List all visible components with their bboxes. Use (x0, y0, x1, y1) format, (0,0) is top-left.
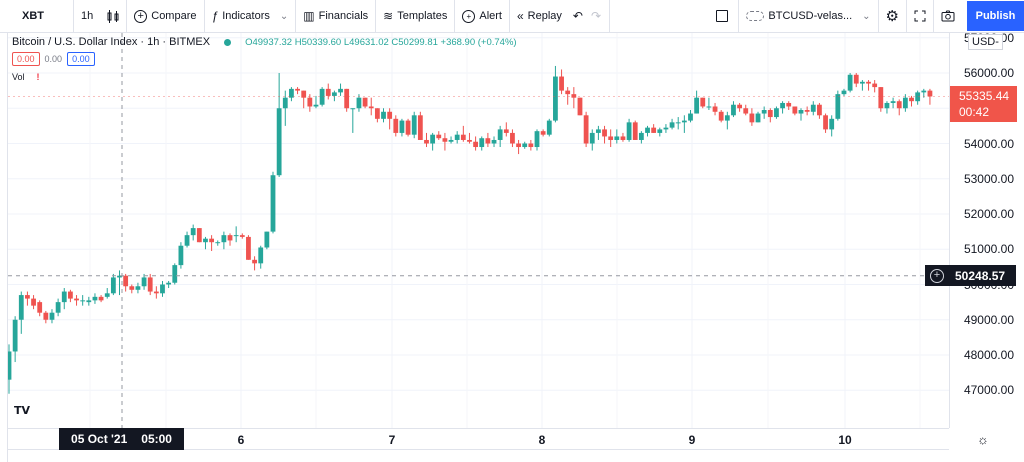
crosshair-price-label: 50248.57 (949, 265, 1016, 286)
settings-button[interactable]: ⚙ (879, 0, 907, 33)
publish-button[interactable]: Publish (967, 1, 1024, 31)
function-icon: ƒ (211, 9, 219, 23)
price-tick-label: 48000.00 (963, 348, 1014, 362)
candlestick-chart[interactable] (8, 33, 949, 428)
market-status-dot (224, 38, 232, 46)
chevron-down-icon: ⌄ (862, 10, 871, 22)
redo-button[interactable]: ↷ (587, 0, 611, 33)
left-edge-strip (0, 0, 8, 462)
crosshair-time-label: 05 Oct '21 05:00 (59, 428, 184, 450)
price-tick-label: 56000.00 (963, 66, 1014, 80)
tradingview-logo[interactable]: TV (10, 400, 34, 420)
indicators-button[interactable]: ƒ Indicators ⌄ (205, 0, 297, 33)
vol-label[interactable]: Vol (12, 72, 25, 82)
ohlc-values: O49937.32 H50339.60 L49631.02 C50299.81 … (245, 36, 517, 48)
indicators-label: Indicators (222, 10, 270, 22)
chevron-down-icon: ⌄ (279, 10, 289, 22)
time-tick-label: 9 (688, 433, 696, 447)
last-price-label: 55335.44 00:42 (950, 86, 1017, 122)
symbol-search-button[interactable]: XBT (8, 0, 74, 33)
financials-icon: ▥ (303, 9, 315, 23)
input-buy[interactable]: 0.00 (67, 52, 95, 66)
time-tick-label: 8 (538, 433, 546, 447)
replay-label: Replay (527, 10, 562, 22)
plus-icon: + (930, 268, 944, 283)
price-tick-label: 51000.00 (963, 242, 1014, 257)
undo-button[interactable]: ↶ (569, 0, 587, 33)
crosshair-date: 05 Oct '21 (71, 432, 128, 446)
input-spread: 0.00 (44, 54, 63, 64)
scale-settings-gear-icon[interactable]: ☼ (977, 432, 989, 447)
fullscreen-button[interactable] (907, 0, 934, 33)
indicator-inputs-row: 0.00 0.00 0.00 (12, 52, 95, 66)
fullscreen-icon (914, 10, 926, 22)
volume-legend: Vol ! (12, 72, 40, 82)
symbol-title[interactable]: Bitcoin / U.S. Dollar Index · 1h · BITME… (12, 36, 211, 48)
time-scale[interactable]: 6 7 8 9 10 (8, 428, 949, 450)
gear-icon: ⚙ (885, 8, 899, 25)
price-tick-label: 54000.00 (963, 136, 1014, 151)
templates-label: Templates (397, 10, 448, 22)
redo-icon: ↷ (590, 9, 602, 23)
add-alert-plus-button[interactable]: + (925, 265, 949, 286)
crosshair-time: 05:00 (141, 432, 172, 446)
snapshot-button[interactable] (934, 0, 962, 33)
camera-icon (941, 10, 955, 22)
alert-button[interactable]: + Alert (455, 0, 510, 33)
last-price-value: 55335.44 (959, 89, 1010, 103)
top-toolbar: XBT 1h + Compare ƒ Indicators ⌄ ▥ Financ… (0, 0, 1024, 33)
bar-countdown: 00:42 (959, 105, 990, 119)
cloud-icon (746, 11, 765, 21)
replay-button[interactable]: « Replay (510, 0, 569, 33)
price-tick-label: 47000.00 (963, 383, 1014, 398)
financials-label: Financials (318, 10, 369, 22)
plus-circle-icon: + (134, 9, 148, 23)
price-tick-label: 49000.00 (963, 312, 1014, 327)
currency-button[interactable]: USD- (968, 34, 1003, 50)
warning-icon[interactable]: ! (36, 72, 40, 82)
compare-button[interactable]: + Compare (127, 0, 205, 33)
compare-label: Compare (151, 10, 197, 22)
time-tick-label: 7 (388, 433, 396, 447)
chart-type-button[interactable] (100, 0, 128, 33)
input-sell[interactable]: 0.00 (12, 52, 40, 66)
templates-button[interactable]: ≋ Templates (376, 0, 456, 33)
square-icon (716, 10, 729, 22)
undo-icon: ↶ (572, 9, 583, 23)
price-tick-label: 53000.00 (963, 171, 1014, 186)
alarm-clock-icon: + (462, 9, 476, 23)
alert-label: Alert (479, 10, 502, 22)
time-tick-label: 6 (237, 433, 245, 447)
layout-name-label: BTCUSD-velas... (768, 10, 853, 22)
chart-legend: Bitcoin / U.S. Dollar Index · 1h · BITME… (12, 36, 517, 48)
candles-icon (107, 9, 119, 23)
templates-icon: ≋ (383, 9, 394, 23)
layout-name-button[interactable]: BTCUSD-velas... ⌄ (739, 0, 879, 33)
financials-button[interactable]: ▥ Financials (296, 0, 377, 33)
price-tick-label: 52000.00 (963, 207, 1014, 221)
replay-icon: « (516, 9, 524, 23)
interval-button[interactable]: 1h (81, 10, 94, 22)
time-tick-label: 10 (838, 433, 852, 447)
multi-layout-button[interactable] (706, 0, 740, 33)
